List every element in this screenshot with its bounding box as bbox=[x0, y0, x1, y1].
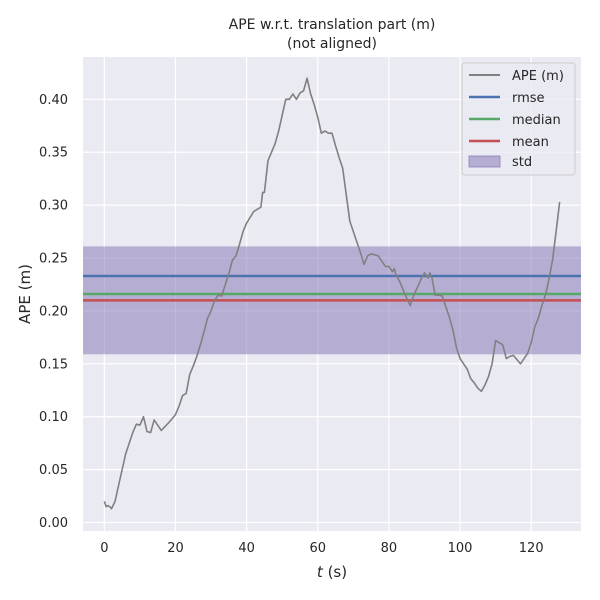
legend-label-median: median bbox=[512, 113, 561, 128]
y-tick-label: 0.00 bbox=[39, 516, 68, 531]
legend-label-mean: mean bbox=[512, 135, 549, 150]
y-tick-label: 0.05 bbox=[39, 463, 68, 478]
x-tick-label: 60 bbox=[309, 541, 326, 556]
y-tick-label: 0.10 bbox=[39, 410, 68, 425]
x-tick-label: 80 bbox=[381, 541, 398, 556]
x-axis-label-unit: (s) bbox=[323, 563, 347, 581]
x-axis-label-var: t bbox=[317, 563, 324, 581]
legend-label-std: std bbox=[512, 155, 532, 170]
grid-lines bbox=[83, 57, 581, 531]
y-tick-label: 0.35 bbox=[39, 146, 68, 161]
y-tick-label: 0.20 bbox=[39, 304, 68, 319]
chart-title: APE w.r.t. translation part (m) bbox=[229, 17, 436, 33]
stat-lines bbox=[83, 274, 581, 302]
legend: APE (m) rmse median mean std bbox=[461, 62, 576, 176]
legend-swatch-std bbox=[468, 155, 501, 168]
x-axis-ticks: 0 20 40 60 80 100 120 bbox=[100, 541, 543, 556]
x-tick-label: 0 bbox=[100, 541, 108, 556]
x-axis-label: t (s) bbox=[317, 563, 347, 581]
y-tick-label: 0.40 bbox=[39, 93, 68, 108]
legend-box bbox=[461, 62, 576, 176]
y-tick-label: 0.15 bbox=[39, 357, 68, 372]
x-tick-label: 40 bbox=[238, 541, 255, 556]
legend-label-rmse: rmse bbox=[512, 91, 545, 106]
x-tick-label: 100 bbox=[448, 541, 473, 556]
x-tick-label: 120 bbox=[519, 541, 544, 556]
y-axis-ticks: 0.00 0.05 0.10 0.15 0.20 0.25 0.30 0.35 0.40 bbox=[39, 93, 68, 531]
chart-subtitle: (not aligned) bbox=[287, 36, 377, 52]
y-axis-label: APE (m) bbox=[16, 264, 34, 324]
y-tick-label: 0.25 bbox=[39, 252, 68, 267]
y-tick-label: 0.30 bbox=[39, 199, 68, 214]
legend-label-ape: APE (m) bbox=[512, 69, 564, 84]
x-tick-label: 20 bbox=[167, 541, 184, 556]
ape-series-line bbox=[103, 77, 561, 510]
